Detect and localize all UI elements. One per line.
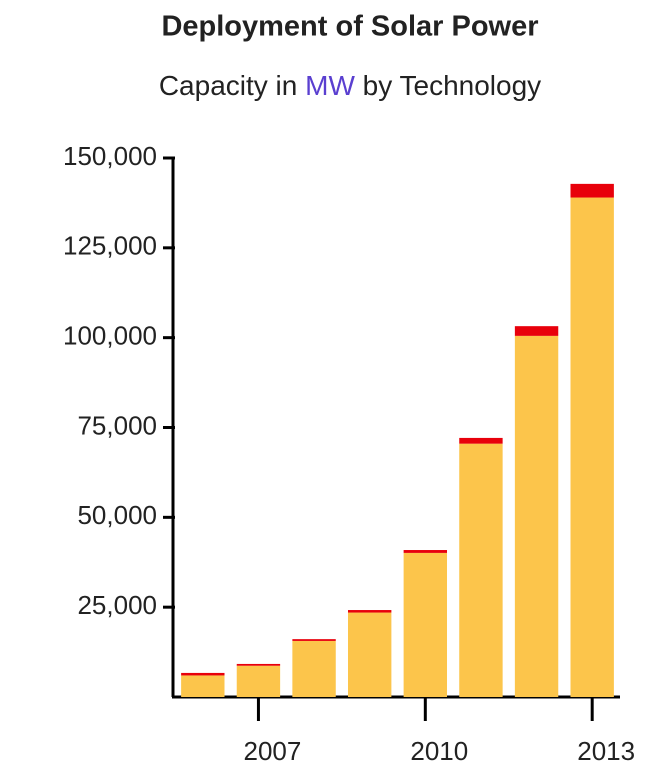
bar-segment — [181, 675, 225, 697]
bar-segment — [181, 672, 225, 676]
chart-title: Deployment of Solar Power — [161, 11, 538, 43]
bar-segment — [570, 197, 614, 697]
bar-segment — [292, 640, 336, 697]
y-tick-label: 25,000 — [77, 590, 157, 620]
y-tick-label: 100,000 — [63, 321, 157, 351]
bar-segment — [236, 663, 281, 666]
bar-segment — [459, 437, 503, 444]
bar-segment — [459, 443, 503, 697]
y-tick-label: 125,000 — [63, 231, 157, 261]
x-tick-label: 2010 — [410, 736, 468, 766]
bar-segment — [403, 550, 448, 553]
chart-subtitle: Capacity in MW by Technology — [159, 70, 541, 101]
bar-segment — [347, 610, 392, 613]
subtitle-part: Capacity in — [159, 70, 298, 101]
y-tick-label: 150,000 — [63, 141, 157, 171]
y-tick-label: 50,000 — [77, 500, 157, 530]
y-tick-label: 75,000 — [77, 410, 157, 440]
x-tick-label: 2007 — [244, 736, 302, 766]
x-tick-label: 2013 — [577, 736, 635, 766]
bar-segment — [292, 639, 336, 641]
bar-segment — [403, 552, 448, 697]
bar-segment — [347, 612, 392, 697]
bar-segment — [570, 183, 614, 198]
bar-segment — [514, 335, 559, 697]
bar-segment — [236, 665, 281, 697]
subtitle-part: by Technology — [363, 70, 542, 101]
bar-segment — [514, 326, 559, 336]
subtitle-unit: MW — [305, 70, 355, 101]
